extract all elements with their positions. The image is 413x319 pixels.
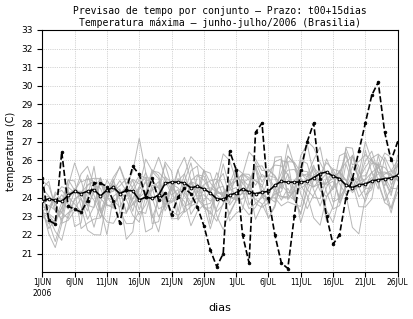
X-axis label: dias: dias (208, 303, 231, 314)
Y-axis label: temperatura (C): temperatura (C) (5, 111, 16, 191)
Title: Previsao de tempo por conjunto – Prazo: t00+15dias
Temperatura máxima – junho-ju: Previsao de tempo por conjunto – Prazo: … (73, 5, 366, 28)
